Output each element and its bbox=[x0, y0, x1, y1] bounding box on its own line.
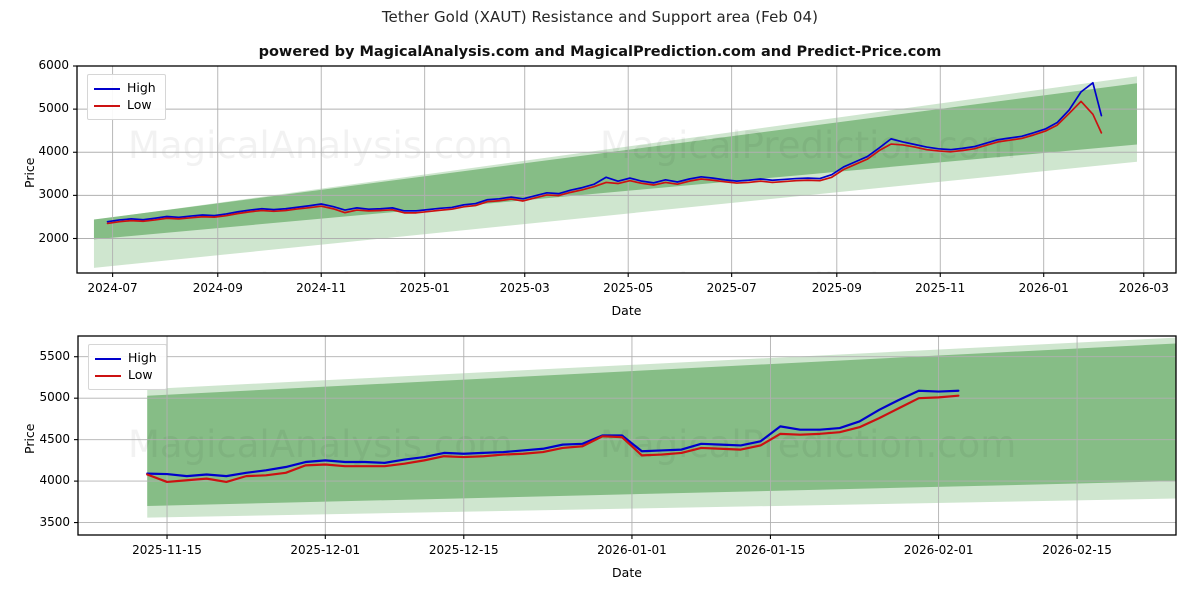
x-tick-label: 2024-09 bbox=[192, 281, 243, 295]
plot-frame bbox=[77, 335, 1177, 536]
x-tick-label: 2026-01-15 bbox=[735, 543, 806, 557]
watermark-text: MagicalAnalysis.com bbox=[128, 124, 513, 167]
series-line-low bbox=[106, 100, 1103, 225]
y-axis-title: Price bbox=[22, 423, 37, 454]
y-tick-label: 4500 bbox=[39, 431, 70, 446]
legend-label: Low bbox=[127, 97, 152, 113]
x-tick-label: 2025-12-15 bbox=[428, 543, 499, 557]
x-tick-label: 2024-07 bbox=[87, 281, 138, 295]
x-tick-label: 2026-01 bbox=[1018, 281, 1069, 295]
legend-label: Low bbox=[128, 367, 153, 383]
legend-swatch-low bbox=[95, 374, 121, 377]
support-resistance-inner-band bbox=[147, 343, 1176, 506]
x-tick-label: 2025-07 bbox=[706, 281, 757, 295]
x-tick-label: 2025-03 bbox=[499, 281, 550, 295]
watermark-text: MagicalAnalysis.com bbox=[128, 423, 513, 466]
x-tick-label: 2025-12-01 bbox=[290, 543, 361, 557]
series-line-low bbox=[146, 394, 960, 484]
legend[interactable]: High Low bbox=[88, 344, 167, 390]
x-tick-label: 2025-11-15 bbox=[132, 543, 202, 557]
x-tick-label: 2026-02-15 bbox=[1042, 543, 1112, 557]
x-tick-label: 2025-11 bbox=[915, 281, 966, 295]
x-tick-label: 2024-11 bbox=[296, 281, 347, 295]
watermark-text: MagicalAnalysis.com bbox=[128, 266, 513, 309]
y-tick-label: 4000 bbox=[38, 144, 69, 159]
x-tick-label: 2025-09 bbox=[811, 281, 862, 295]
x-tick-label: 2025-01 bbox=[399, 281, 450, 295]
legend-item-high[interactable]: High bbox=[95, 350, 157, 367]
watermark-text: MagicalPrediction.com bbox=[600, 124, 1016, 167]
legend-swatch-high bbox=[94, 87, 120, 90]
x-axis-title: Date bbox=[612, 565, 642, 580]
legend-swatch-high bbox=[95, 357, 121, 360]
y-tick-label: 3000 bbox=[38, 187, 69, 202]
legend-label: High bbox=[128, 350, 157, 366]
legend-item-high[interactable]: High bbox=[94, 80, 156, 97]
series-line-high bbox=[146, 389, 960, 478]
x-tick-label: 2026-01-01 bbox=[597, 543, 667, 557]
series-line-high bbox=[106, 81, 1103, 223]
y-tick-label: 5000 bbox=[38, 101, 69, 116]
y-tick-label: 3500 bbox=[39, 514, 70, 529]
page-title: Tether Gold (XAUT) Resistance and Suppor… bbox=[381, 8, 819, 26]
legend[interactable]: High Low bbox=[87, 74, 166, 120]
y-tick-label: 5000 bbox=[39, 390, 70, 405]
legend-label: High bbox=[127, 80, 156, 96]
x-tick-label: 2026-02-01 bbox=[903, 543, 974, 557]
y-tick-label: 2000 bbox=[38, 230, 69, 245]
x-axis-title: Date bbox=[611, 303, 642, 318]
y-tick-label: 4000 bbox=[39, 473, 70, 488]
legend-swatch-low bbox=[94, 104, 120, 107]
x-tick-label: 2026-03 bbox=[1118, 281, 1169, 295]
y-tick-label: 6000 bbox=[38, 58, 69, 72]
x-tick-label: 2025-05 bbox=[603, 281, 654, 295]
plot-frame bbox=[76, 65, 1177, 274]
page-subtitle: powered by MagicalAnalysis.com and Magic… bbox=[258, 44, 942, 60]
legend-item-low[interactable]: Low bbox=[95, 367, 157, 384]
watermark-text: MagicalPrediction.com bbox=[600, 266, 1016, 309]
support-resistance-inner-band bbox=[93, 83, 1137, 240]
legend-item-low[interactable]: Low bbox=[94, 97, 156, 114]
y-tick-label: 5500 bbox=[39, 348, 70, 363]
